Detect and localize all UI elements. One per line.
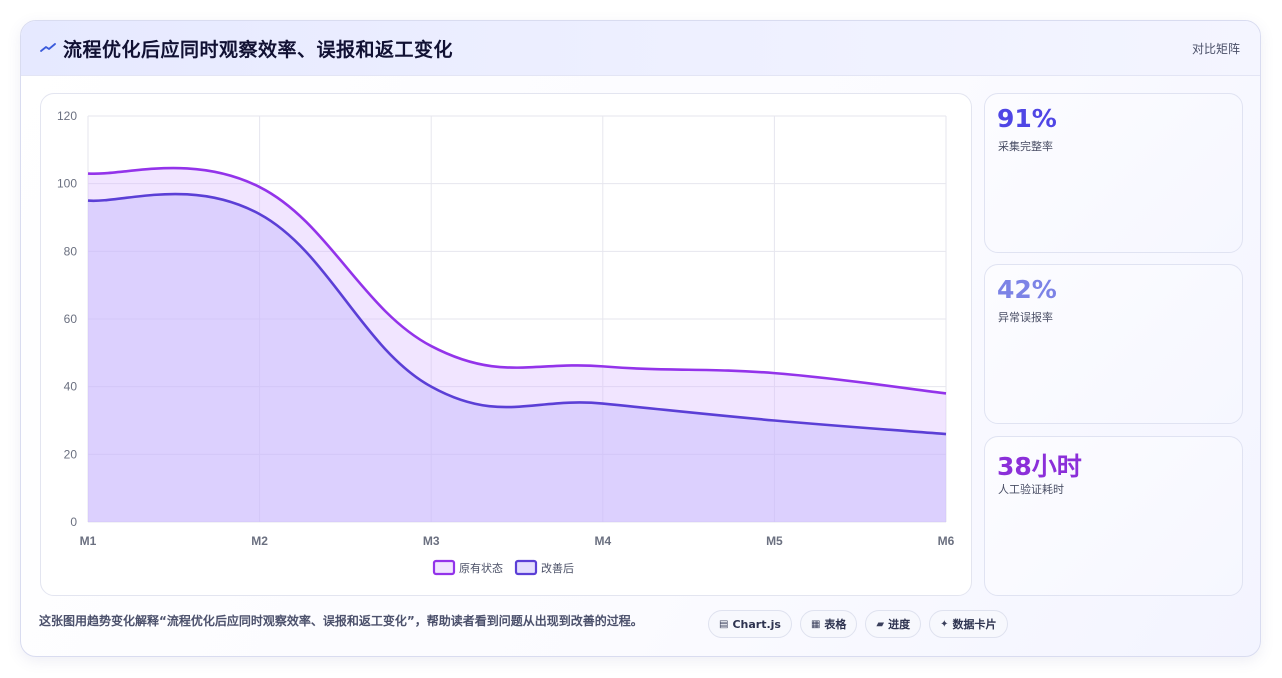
trend-line-icon (40, 43, 56, 52)
stat-value: 42% (997, 275, 1057, 304)
x-tick-label: M1 (80, 534, 97, 548)
stat-card-false-alarm: 42% 异常误报率 (984, 264, 1243, 424)
y-tick-label: 40 (64, 380, 78, 394)
table-icon: ▦ (810, 618, 821, 630)
chart-caption: 这张图用趋势变化解释“流程优化后应同时观察效率、误报和返工变化”，帮助读者看到问… (39, 614, 643, 628)
card-header: 流程优化后应同时观察效率、误报和返工变化 对比矩阵 (21, 21, 1260, 76)
chart-icon: ▤ (719, 618, 729, 630)
x-tick-label: M2 (251, 534, 268, 548)
stat-value: 91% (997, 104, 1057, 133)
area-chart: 0 20 40 60 80 100 120 M1 M2 M3 M4 M5 M6 原有状态 改善后 (57, 109, 955, 576)
y-tick-label: 100 (57, 177, 77, 191)
chart-panel: 0 20 40 60 80 100 120 M1 M2 M3 M4 M5 M6 原有状态 改善后 (40, 93, 972, 596)
series-area-2 (88, 194, 946, 523)
stat-label: 异常误报率 (998, 311, 1053, 324)
page-title: 流程优化后应同时观察效率、误报和返工变化 (63, 39, 454, 61)
series-area-1 (88, 168, 946, 522)
x-tick-label: M3 (423, 534, 440, 548)
stat-label: 采集完整率 (998, 140, 1053, 153)
series-line-2 (87, 192, 947, 436)
tag-pills: ▤ Chart.js ▦ 表格 ▰ 进度 ✦ 数据卡片 (708, 610, 1008, 638)
x-tick-label: M6 (938, 534, 955, 548)
series-line-1 (87, 166, 947, 395)
legend-label: 原有状态 (459, 561, 503, 575)
stat-card-completeness: 91% 采集完整率 (984, 93, 1243, 253)
pill-label: 数据卡片 (952, 618, 997, 631)
view-badge[interactable]: 对比矩阵 (1191, 42, 1240, 56)
y-tick-label: 120 (57, 109, 77, 123)
y-tick-label: 20 (64, 447, 78, 461)
x-tick-label: M5 (766, 534, 783, 548)
legend-swatch (514, 559, 538, 576)
pill-progress[interactable]: ▰ 进度 (865, 610, 922, 638)
pill-table[interactable]: ▦ 表格 (799, 610, 858, 638)
legend-swatch (432, 559, 456, 576)
pill-label: Chart.js (732, 617, 781, 631)
main-card: 流程优化后应同时观察效率、误报和返工变化 对比矩阵 0 20 40 60 80 100 12… (20, 20, 1261, 657)
y-tick-label: 0 (70, 515, 77, 529)
stat-card-verification-time: 38小时 人工验证耗时 (984, 436, 1243, 596)
legend-label: 改善后 (541, 561, 574, 575)
pill-label: 表格 (824, 618, 847, 631)
pill-label: 进度 (888, 618, 911, 631)
progress-icon: ▰ (876, 618, 885, 630)
pill-data-card[interactable]: ✦ 数据卡片 (929, 610, 1008, 638)
y-tick-label: 60 (64, 312, 78, 326)
stat-label: 人工验证耗时 (998, 483, 1064, 496)
pill-chartjs[interactable]: ▤ Chart.js (708, 610, 792, 638)
y-tick-label: 80 (64, 244, 78, 258)
stat-value: 38小时 (997, 452, 1082, 481)
x-tick-label: M4 (594, 534, 611, 548)
card-icon: ✦ (940, 618, 949, 630)
